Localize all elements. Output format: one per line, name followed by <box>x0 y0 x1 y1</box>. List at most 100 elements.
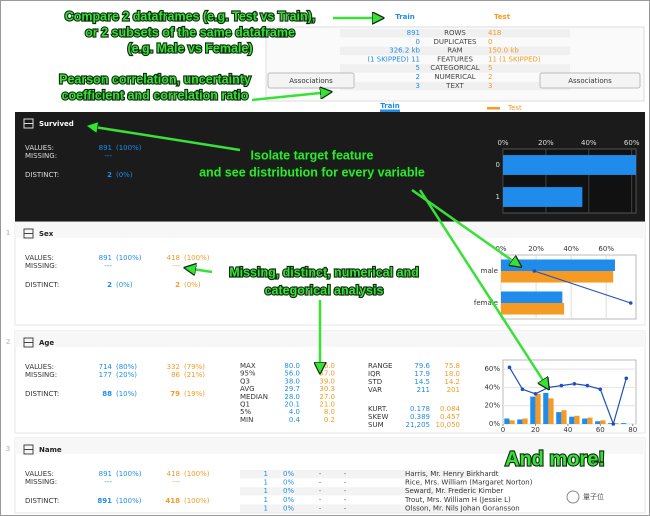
associations-button[interactable] <box>539 72 641 89</box>
train-stat: 2 <box>107 171 112 179</box>
summary-test: 18.0 <box>444 370 460 378</box>
summary-label: Q3 <box>240 377 250 385</box>
summary-train: 211 <box>417 386 430 394</box>
summary-train: 0.389 <box>410 413 430 421</box>
stat-label: VALUES: <box>25 144 54 152</box>
annotation: Missing, distinct, numerical and <box>229 265 419 279</box>
x-tick-label: 60 <box>596 426 605 434</box>
row-label: RAM <box>447 47 462 55</box>
test-stat-pct: (19%) <box>184 390 205 398</box>
y-tick-label: 20% <box>484 402 500 410</box>
y-tick-label: 60% <box>484 365 500 373</box>
summary-test: 39.0 <box>319 377 335 385</box>
train-value: 3 <box>416 82 420 90</box>
summary-train: 20.1 <box>284 401 300 409</box>
train-stat-pct: (20%) <box>116 371 137 379</box>
category-label: 0 <box>496 161 500 169</box>
associations-button[interactable] <box>267 72 355 89</box>
value-pct: 0% <box>283 479 294 487</box>
row-stripe <box>340 29 570 38</box>
x-tick-label: 40 <box>563 426 572 434</box>
legend-train: Train <box>380 102 400 110</box>
train-stat-pct: (100%) <box>116 470 142 478</box>
train-bar <box>503 187 583 207</box>
summary-label: MEDIAN <box>240 393 268 401</box>
section-header <box>15 438 645 454</box>
stat-label: MISSING: <box>25 478 57 486</box>
survived-line <box>508 367 627 426</box>
test-value: 5 <box>488 64 492 72</box>
x-tick-label: 20% <box>538 139 554 147</box>
summary-label: KURT. <box>368 405 388 413</box>
summary-train: 29.7 <box>284 385 300 393</box>
summary-train: 0.178 <box>410 405 430 413</box>
survived-point <box>624 376 629 381</box>
annotation: coefficient and correlation ratio <box>62 88 249 102</box>
stat-label: DISTINCT: <box>25 390 59 398</box>
section-number: 2 <box>6 338 11 346</box>
survived-point <box>611 422 616 426</box>
watermark-icon <box>566 490 580 504</box>
x-tick-label: 60% <box>598 245 614 253</box>
row-label: DUPLICATES <box>434 38 478 46</box>
value-pct: 0% <box>283 470 294 478</box>
summary-train: 0.4 <box>289 416 301 424</box>
annotation: And more! <box>505 448 605 470</box>
test-title: Test <box>494 13 511 21</box>
x-tick-label: 0% <box>497 139 508 147</box>
value-pct: 0% <box>283 504 294 512</box>
train-stat: 891 <box>97 497 112 505</box>
train-stat-pct: (0%) <box>116 171 133 179</box>
summary-test: 8.0 <box>324 408 335 416</box>
stat-label: MISSING: <box>25 262 57 270</box>
annotation: or 2 subsets of the same dataframe <box>85 25 295 39</box>
survived-point <box>520 387 525 392</box>
feature-title: Survived <box>39 120 74 128</box>
test-stat: 79 <box>170 390 180 398</box>
stat-label: DISTINCT: <box>25 171 59 179</box>
train-bar <box>503 155 636 175</box>
train-bar <box>556 412 562 424</box>
arrow <box>186 268 213 272</box>
summary-test: 10,050 <box>436 421 461 429</box>
legend-test: Test <box>507 104 522 112</box>
train-value: (1 SKIPPED) 11 <box>367 55 420 63</box>
train-stat: --- <box>104 152 112 160</box>
value-count: 1 <box>264 479 268 487</box>
train-bar <box>517 419 523 424</box>
summary-test: 201 <box>447 386 460 394</box>
x-tick-label: 60% <box>624 139 640 147</box>
annotation: (e.g. Male vs Female) <box>127 41 252 55</box>
value-pct: 0% <box>283 496 294 504</box>
value-name: Trout, Mrs. William H (Jessie L) <box>404 496 511 504</box>
test-stat: 86 <box>171 371 180 379</box>
train-bar <box>569 416 575 424</box>
train-value: 891 <box>407 29 420 37</box>
survived-point <box>598 387 603 392</box>
test-pct: - <box>344 487 347 495</box>
section-header <box>15 222 645 238</box>
row-stripe <box>240 487 480 496</box>
row-label: NUMERICAL <box>434 73 475 81</box>
summary-label: AVG <box>240 385 255 393</box>
section-number: 3 <box>6 445 11 453</box>
train-stat: 88 <box>102 390 112 398</box>
category-label: female <box>474 299 498 307</box>
test-pct: - <box>344 470 347 478</box>
summary-label: RANGE <box>368 362 392 370</box>
train-stat: 177 <box>99 371 112 379</box>
test-bar <box>548 398 554 424</box>
category-label: male <box>481 267 498 275</box>
train-stat-pct: (100%) <box>116 254 142 262</box>
train-value: 0 <box>416 38 420 46</box>
arrow <box>418 189 548 388</box>
train-bar <box>501 291 563 303</box>
annotation: categorical analysis <box>265 283 384 297</box>
arrow <box>251 92 330 102</box>
test-count: - <box>319 487 322 495</box>
row-stripe <box>340 64 570 73</box>
stat-label: MISSING: <box>25 152 57 160</box>
row-label: TEXT <box>445 82 464 90</box>
survived-line <box>534 270 631 304</box>
row-stripe <box>340 81 570 91</box>
